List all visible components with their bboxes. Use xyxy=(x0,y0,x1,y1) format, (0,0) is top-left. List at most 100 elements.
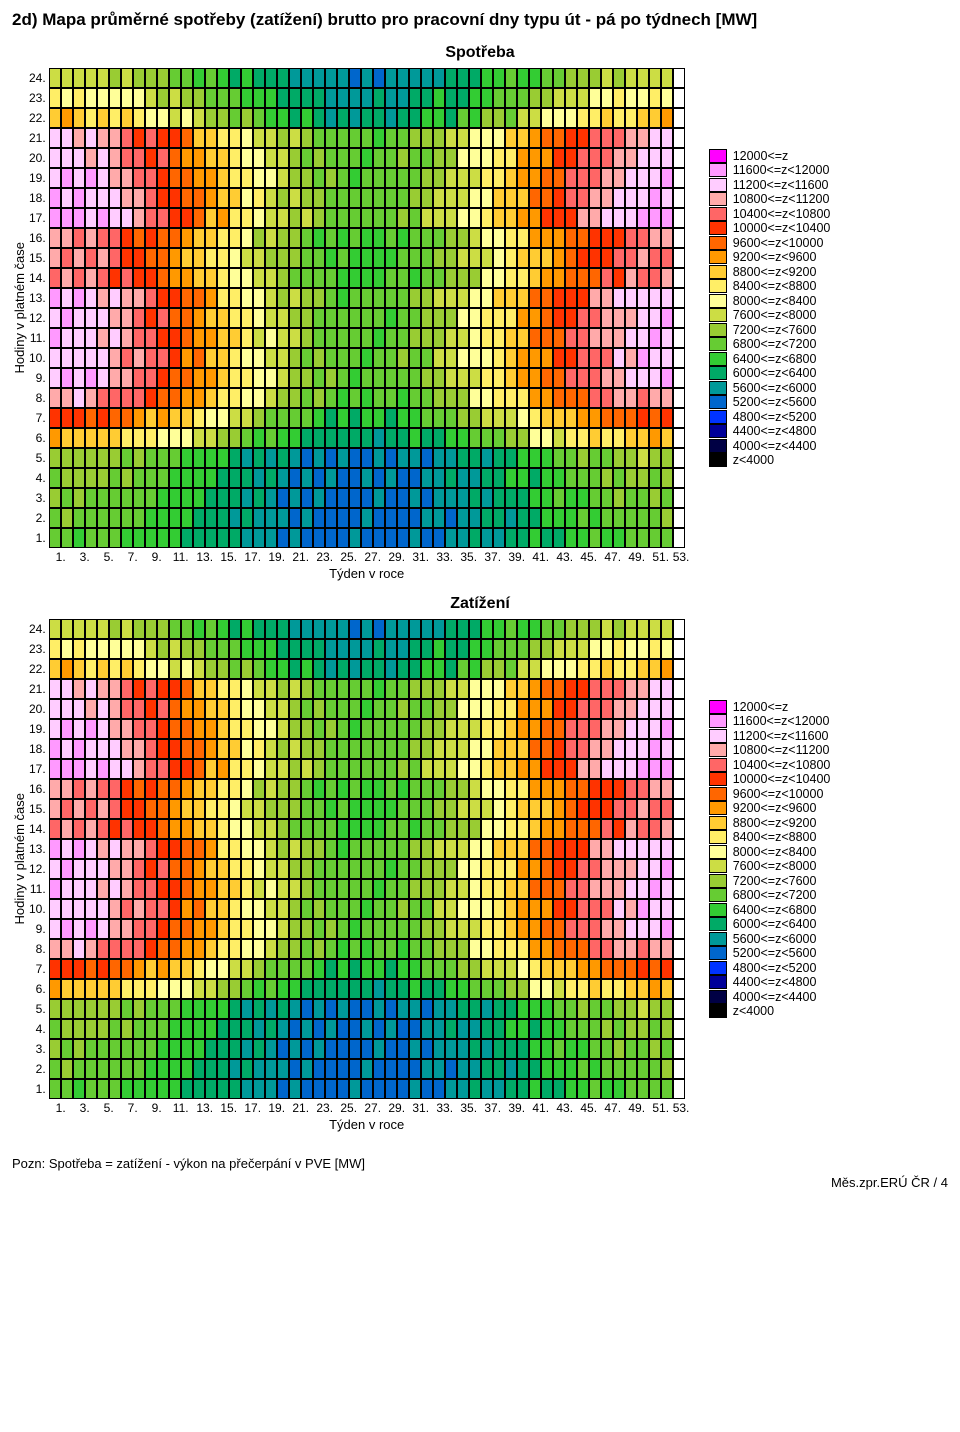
heat-cell xyxy=(229,999,241,1019)
heat-cell xyxy=(337,919,349,939)
legend-item: 4400<=z<4800 xyxy=(709,975,831,989)
heat-cell xyxy=(337,679,349,699)
heat-cell xyxy=(205,659,217,679)
heat-cell xyxy=(577,899,589,919)
heat-cell xyxy=(637,248,649,268)
heat-cell xyxy=(541,148,553,168)
heat-cell xyxy=(157,899,169,919)
heat-cell xyxy=(373,248,385,268)
heat-cell xyxy=(133,448,145,468)
heat-cell xyxy=(265,859,277,879)
heat-cell xyxy=(301,88,313,108)
heat-cell xyxy=(637,428,649,448)
heat-cell xyxy=(85,168,97,188)
heat-cell xyxy=(565,68,577,88)
heat-cell xyxy=(601,508,613,528)
x-axis-ticks: 1.3.5.7.9.11.13.15.17.19.21.23.25.27.29.… xyxy=(49,550,685,564)
heat-cell xyxy=(649,839,661,859)
heat-cell xyxy=(385,719,397,739)
heat-cell xyxy=(253,508,265,528)
legend-swatch xyxy=(709,801,727,815)
heat-cell xyxy=(373,959,385,979)
heat-cell xyxy=(493,959,505,979)
heat-cell xyxy=(73,208,85,228)
heat-cell xyxy=(241,248,253,268)
heat-cell xyxy=(169,1079,181,1099)
heat-cell xyxy=(637,108,649,128)
heat-cell xyxy=(181,228,193,248)
heat-cell xyxy=(661,168,673,188)
heat-cell xyxy=(265,979,277,999)
heat-cell xyxy=(97,208,109,228)
heat-cell xyxy=(169,268,181,288)
heat-cell xyxy=(661,679,673,699)
heat-cell xyxy=(505,448,517,468)
heat-cell xyxy=(145,268,157,288)
heat-cell xyxy=(589,488,601,508)
heat-cell xyxy=(373,328,385,348)
heat-cell xyxy=(265,208,277,228)
heat-cell xyxy=(193,699,205,719)
heat-cell xyxy=(217,468,229,488)
heat-cell xyxy=(673,388,685,408)
heat-cell xyxy=(157,408,169,428)
heat-cell xyxy=(637,448,649,468)
heat-cell xyxy=(349,408,361,428)
heat-cell xyxy=(493,879,505,899)
heat-cell xyxy=(253,739,265,759)
heat-cell xyxy=(625,739,637,759)
heat-cell xyxy=(337,448,349,468)
legend-swatch xyxy=(709,178,727,192)
heat-cell xyxy=(397,128,409,148)
heat-cell xyxy=(265,699,277,719)
heat-cell xyxy=(61,719,73,739)
heat-cell xyxy=(193,468,205,488)
heat-cell xyxy=(301,719,313,739)
heat-cell xyxy=(229,719,241,739)
heat-cell xyxy=(433,488,445,508)
heat-cell xyxy=(313,388,325,408)
heat-cell xyxy=(625,328,637,348)
heat-cell xyxy=(253,839,265,859)
heat-cell xyxy=(661,779,673,799)
heat-cell xyxy=(277,248,289,268)
heat-cell xyxy=(637,88,649,108)
heat-cell xyxy=(469,759,481,779)
heat-cell xyxy=(205,719,217,739)
heat-cell xyxy=(109,619,121,639)
heat-cell xyxy=(313,208,325,228)
heat-cell xyxy=(589,308,601,328)
heat-cell xyxy=(493,328,505,348)
heat-cell xyxy=(337,859,349,879)
heat-cell xyxy=(289,959,301,979)
heat-cell xyxy=(61,659,73,679)
heat-cell xyxy=(49,308,61,328)
heat-cell xyxy=(157,839,169,859)
heat-cell xyxy=(181,348,193,368)
heat-cell xyxy=(649,88,661,108)
heat-cell xyxy=(673,528,685,548)
heat-cell xyxy=(505,188,517,208)
heat-cell xyxy=(409,679,421,699)
heat-cell xyxy=(409,408,421,428)
heat-cell xyxy=(217,979,229,999)
heat-cell xyxy=(277,508,289,528)
heat-cell xyxy=(361,448,373,468)
heat-cell xyxy=(49,408,61,428)
heat-cell xyxy=(505,328,517,348)
heat-cell xyxy=(589,679,601,699)
heat-cell xyxy=(229,939,241,959)
heat-cell xyxy=(397,919,409,939)
heat-cell xyxy=(109,388,121,408)
heat-cell xyxy=(325,268,337,288)
heat-cell xyxy=(169,679,181,699)
heat-cell xyxy=(673,819,685,839)
heat-cell xyxy=(577,979,589,999)
heat-cell xyxy=(529,1079,541,1099)
heat-cell xyxy=(541,759,553,779)
heat-cell xyxy=(289,819,301,839)
heat-cell xyxy=(145,128,157,148)
heat-cell xyxy=(445,448,457,468)
heat-cell xyxy=(637,999,649,1019)
legend-label: 7600<=z<8000 xyxy=(733,308,817,322)
